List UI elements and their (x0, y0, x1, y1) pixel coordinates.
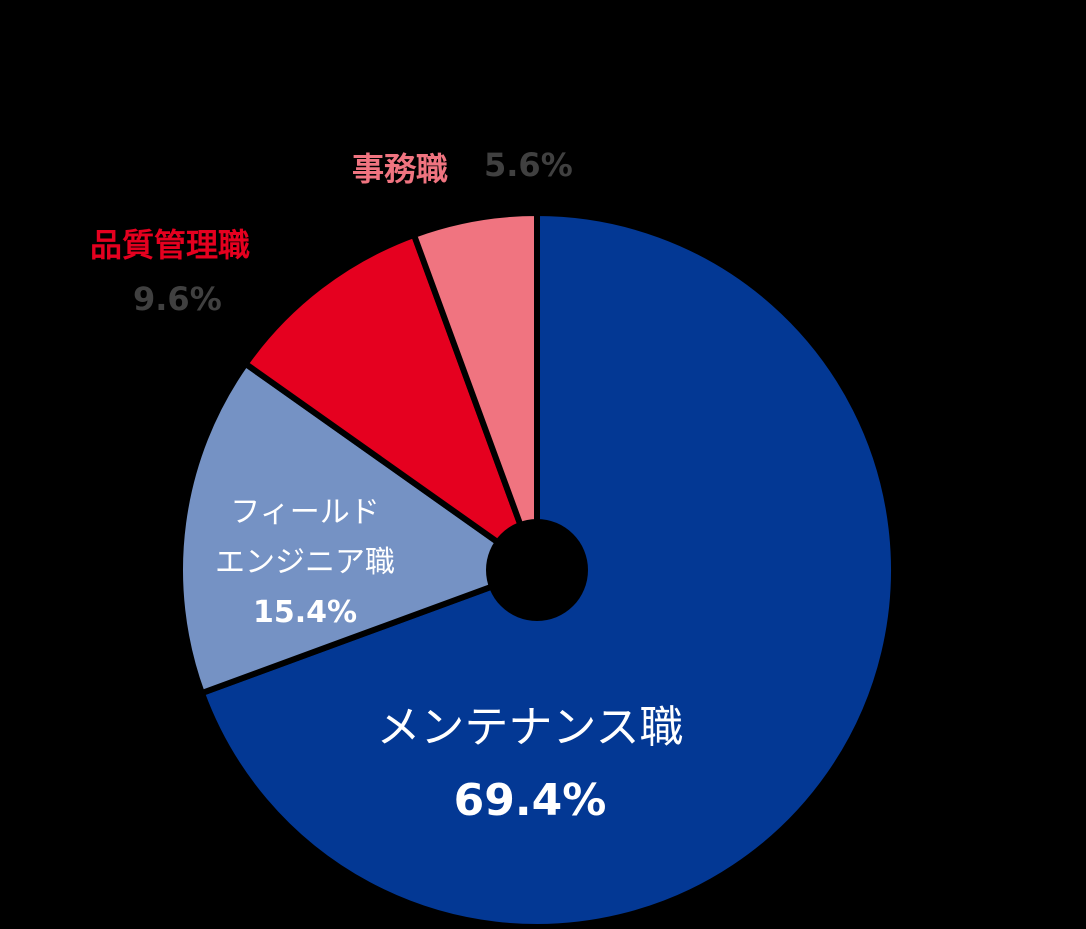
label-field-engineer: フィールド エンジニア職 15.4% (190, 488, 420, 638)
label-maintenance-category: メンテナンス職 (376, 702, 684, 753)
label-qa-percent: 9.6% (133, 280, 222, 318)
label-field-percent: 15.4% (252, 595, 358, 630)
donut-hole (486, 519, 588, 621)
label-office-percent: 5.6% (484, 146, 573, 184)
label-qa-category: 品質管理職 (90, 226, 251, 264)
label-field-category-line1: フィールド (230, 495, 380, 530)
slice-office (410, 210, 540, 573)
slice-field-engineer (177, 360, 540, 697)
label-maintenance-percent: 69.4% (453, 775, 607, 826)
label-field-category-line2: エンジニア職 (215, 545, 395, 580)
label-maintenance: メンテナンス職 69.4% (330, 695, 730, 841)
label-office-category: 事務職 (352, 150, 449, 188)
slice-quality-control (242, 231, 540, 573)
